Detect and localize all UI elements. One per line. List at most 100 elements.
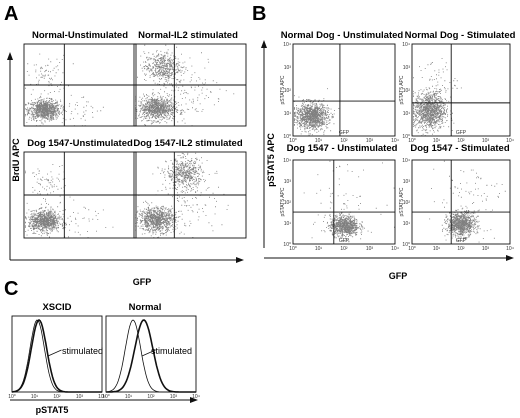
panel-b-plot-2-xtick-0: 10⁰ xyxy=(408,138,416,144)
panel-c-plot-1-xtick-1: 10¹ xyxy=(31,394,39,400)
panel-b-plot-1-xtick-2: 10² xyxy=(340,138,348,144)
panel-b-plot-1-xtick-4: 10⁴ xyxy=(391,138,399,144)
panel-b-x-arrowhead-icon xyxy=(506,255,514,261)
panel-c-plot-1-title: XSCID xyxy=(42,302,71,313)
panel-c-plot-1-xtick-2: 10² xyxy=(53,394,61,400)
panel-b-plot-1-ytick-1: 10¹ xyxy=(284,111,292,117)
panel-b-plot-2-xtick-3: 10³ xyxy=(482,138,490,144)
panel-b-plot-4-inner-ylabel: pSTAT5 APC xyxy=(399,187,405,216)
panel-c-plot-1-xtick-0: 10⁰ xyxy=(8,394,16,400)
panel-c-plot-2-annotation: stimulated xyxy=(151,346,192,356)
panel-c-plot-2-xtick-3: 10³ xyxy=(170,394,178,400)
panel-a-ylabel: BrdU APC xyxy=(11,138,21,182)
panel-b-plot-2-inner-xlabel: GFP xyxy=(456,130,467,136)
panel-c-plot-2-frame xyxy=(105,315,197,393)
panel-b-plot-1-ytick-3: 10³ xyxy=(284,65,292,71)
panel-b-plot-4-dots xyxy=(429,160,506,243)
panel-c-plot-1-annotation: stimulated xyxy=(62,346,103,356)
panel-a-plot-3 xyxy=(23,151,137,239)
panel-b-plot-3-ytick-0: 10⁰ xyxy=(283,242,291,248)
panel-b-plot-2-dots xyxy=(413,58,462,136)
panel-b-plot-3-ytick-2: 10² xyxy=(284,200,292,206)
panel-a-plot-1-title: Normal-Unstimulated xyxy=(32,30,128,41)
panel-b-plot-1-frame xyxy=(292,43,396,137)
panel-b-plot-1-dots xyxy=(294,88,340,136)
panel-b-plot-3-inner-ylabel: pSTAT5 APC xyxy=(280,187,286,216)
panel-a-plot-2 xyxy=(133,43,247,127)
panel-c-letter: C xyxy=(4,278,18,300)
panel-b-plot-3-inner-xlabel: GFP xyxy=(339,238,350,244)
panel-b-plot-2-title: Normal Dog - Stimulated xyxy=(405,30,516,41)
panel-c-plot-2: 10⁰ 10¹ 10² 10³ 10⁴ xyxy=(102,315,200,400)
panel-b-plot-1-inner-ylabel: pSTAT5 APC xyxy=(280,75,286,104)
panel-b-plot-4-ytick-3: 10³ xyxy=(403,179,411,185)
panel-b-plot-1-title: Normal Dog - Unstimulated xyxy=(281,30,404,41)
panel-a-plot-3-dots xyxy=(25,164,114,238)
panel-b-plot-4-ytick-0: 10⁰ xyxy=(402,242,410,248)
panel-c-plot-1-stimulated-curve xyxy=(11,319,102,393)
panel-c-plot-2-stimulated-curve xyxy=(106,319,196,393)
panel-b-plot-1-xtick-1: 10¹ xyxy=(315,138,323,144)
panel-a-plot-4 xyxy=(133,151,247,239)
panel-b-plot-1-ytick-2: 10² xyxy=(284,88,292,94)
panel-a-plot-3-title: Dog 1547-Unstimulated xyxy=(27,138,133,149)
panel-b-plot-3-xtick-3: 10³ xyxy=(366,246,374,252)
panel-c-plot-1: 10⁰ 10¹ 10² 10³ 10⁴ xyxy=(8,315,106,400)
panel-b-plot-3-ytick-4: 10⁴ xyxy=(283,158,291,164)
panel-b-plot-4-xtick-0: 10⁰ xyxy=(408,246,416,252)
panel-b-plot-1-ytick-4: 10⁴ xyxy=(283,42,291,48)
panel-c-plot-2-unstimulated-curve xyxy=(105,319,196,393)
panel-b-plot-2-ytick-0: 10⁰ xyxy=(402,134,410,140)
panel-a-plot-1-dots xyxy=(25,53,104,127)
panel-b-plot-2-ytick-1: 10¹ xyxy=(403,111,411,117)
panel-c-plot-1-frame xyxy=(11,315,103,393)
panel-b-plot-2-ytick-4: 10⁴ xyxy=(402,42,410,48)
panel-b-plot-3-title: Dog 1547 - Unstimulated xyxy=(287,143,398,154)
panel-c-plot-1-unstimulated-curve xyxy=(11,319,102,393)
panel-b-plot-1-xtick-0: 10⁰ xyxy=(289,138,297,144)
panel-c-plot-2-annotation-leader xyxy=(141,349,156,357)
panel-b-plot-3-frame xyxy=(292,159,396,245)
panel-b-plot-2-xtick-4: 10⁴ xyxy=(506,138,514,144)
panel-b-plot-3-ytick-3: 10³ xyxy=(284,179,292,185)
panel-a-xlabel: GFP xyxy=(133,277,152,287)
panel-b-plot-2-inner-ylabel: pSTAT5 APC xyxy=(399,75,405,104)
panel-a-letter: A xyxy=(4,3,18,25)
panel-b-plot-2-xtick-1: 10¹ xyxy=(433,138,441,144)
panel-b-plot-4-title: Dog 1547 - Stimulated xyxy=(410,143,509,154)
panel-b-plot-4-ytick-4: 10⁴ xyxy=(402,158,410,164)
panel-b-plot-2-ytick-2: 10² xyxy=(403,88,411,94)
panel-b-plot-4-xtick-4: 10⁴ xyxy=(506,246,514,252)
panel-b-plot-4-xtick-3: 10³ xyxy=(482,246,490,252)
panel-a-plot-4-dots xyxy=(135,152,229,238)
panel-b-plot-3-ytick-1: 10¹ xyxy=(284,221,292,227)
panel-c-plot-2-xtick-1: 10¹ xyxy=(125,394,133,400)
panel-b-plot-3-dots xyxy=(303,160,395,243)
panel-c-plot-1-annotation-leader xyxy=(47,349,62,357)
panel-b-plot-4-inner-xlabel: GFP xyxy=(456,238,467,244)
panel-c-plot-2-xtick-4: 10⁴ xyxy=(192,394,200,400)
panel-a-x-arrowhead-icon xyxy=(236,257,244,263)
panel-b-plot-2-frame xyxy=(411,43,511,137)
panel-b-plot-4-xtick-1: 10¹ xyxy=(433,246,441,252)
panel-c-plot-2-title: Normal xyxy=(129,302,162,313)
panel-b-plot-1-xtick-3: 10³ xyxy=(366,138,374,144)
panel-c-xlabel: pSTAT5 xyxy=(36,405,69,415)
panel-c-plot-1-xtick-4: 10⁴ xyxy=(98,394,106,400)
panel-b-plot-3-xtick-2: 10² xyxy=(340,246,348,252)
panel-b-plot-4-ytick-2: 10² xyxy=(403,200,411,206)
panel-b-ylabel: pSTAT5 APC xyxy=(266,133,276,187)
panel-a-plot-2-dots xyxy=(135,44,235,127)
panel-b-y-arrowhead-icon xyxy=(261,40,267,48)
panel-c-x-arrowhead-icon xyxy=(190,397,198,403)
panel-c-plot-2-xtick-0: 10⁰ xyxy=(102,394,110,400)
panel-b-xlabel: GFP xyxy=(389,271,408,281)
panel-c-plot-2-xtick-2: 10² xyxy=(147,394,155,400)
panel-b-plot-4-frame xyxy=(411,159,511,245)
panel-b-plot-1-inner-xlabel: GFP xyxy=(339,130,350,136)
